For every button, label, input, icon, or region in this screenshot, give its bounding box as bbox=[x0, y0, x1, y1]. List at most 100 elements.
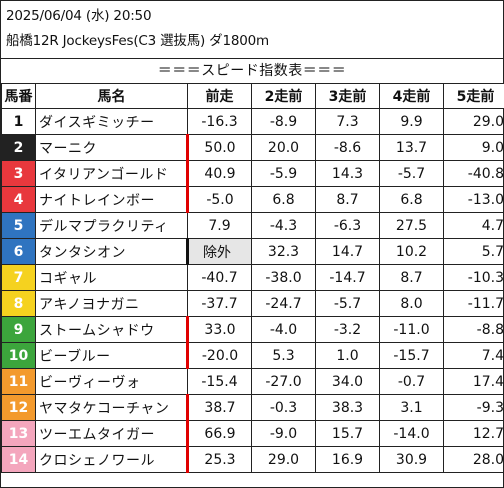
table-row: 7 コギャル -40.7 -38.0 -14.7 8.7 -10.3 bbox=[1, 264, 504, 291]
speed-index-cell: -4.0 bbox=[251, 316, 316, 343]
speed-index-cell: 9.0 bbox=[443, 134, 504, 161]
speed-index-cell: -8.6 bbox=[315, 134, 380, 161]
speed-index-cell: -3.2 bbox=[315, 316, 380, 343]
speed-index-cell: -5.7 bbox=[379, 160, 444, 187]
column-header-number: 馬番 bbox=[1, 83, 36, 109]
table-row: 1 ダイスギミッチー -16.3 -8.9 7.3 9.9 29.0 bbox=[1, 108, 504, 135]
horse-name: タンタシオン bbox=[35, 238, 189, 265]
speed-index-cell: 7.9 bbox=[187, 212, 252, 239]
speed-index-cell: -5.9 bbox=[251, 160, 316, 187]
speed-index-cell: -27.0 bbox=[251, 368, 316, 395]
speed-index-cell: -14.7 bbox=[315, 264, 380, 291]
speed-index-cell: 3.1 bbox=[379, 394, 444, 421]
column-header-last-race: 前走 bbox=[187, 83, 252, 109]
table-row: 11 ビーヴィーヴォ -15.4 -27.0 34.0 -0.7 17.4 bbox=[1, 368, 504, 395]
table-row: 3 イタリアンゴールド 40.9 -5.9 14.3 -5.7 -40.8 bbox=[1, 160, 504, 187]
speed-index-cell: 38.3 bbox=[315, 394, 380, 421]
horse-number-badge: 3 bbox=[1, 160, 36, 187]
speed-index-cell: -13.0 bbox=[443, 186, 504, 213]
speed-index-cell: -5.7 bbox=[315, 290, 380, 317]
speed-index-cell: 27.5 bbox=[379, 212, 444, 239]
speed-index-cell: 17.4 bbox=[443, 368, 504, 395]
speed-index-cell: 34.0 bbox=[315, 368, 380, 395]
speed-index-cell: 29.0 bbox=[251, 446, 316, 473]
speed-index-cell: 33.0 bbox=[187, 316, 252, 343]
speed-index-cell: -16.3 bbox=[187, 108, 252, 135]
speed-index-cell: 25.3 bbox=[187, 446, 252, 473]
table-row: 4 ナイトレインボー -5.0 6.8 8.7 6.8 -13.0 bbox=[1, 186, 504, 213]
table-row: 5 デルマプラクリティ 7.9 -4.3 -6.3 27.5 4.7 bbox=[1, 212, 504, 239]
speed-index-cell: -40.7 bbox=[187, 264, 252, 291]
race-name: 船橋12R JockeysFes(C3 選抜馬) ダ1800m bbox=[6, 33, 269, 49]
horse-name: ビーブルー bbox=[35, 342, 189, 369]
speed-index-cell: -4.3 bbox=[251, 212, 316, 239]
speed-index-cell: 6.8 bbox=[379, 186, 444, 213]
speed-index-cell: 38.7 bbox=[187, 394, 252, 421]
speed-index-cell: -0.3 bbox=[251, 394, 316, 421]
horse-number-badge: 13 bbox=[1, 420, 36, 447]
speed-index-cell: -8.8 bbox=[443, 316, 504, 343]
speed-index-cell: -15.7 bbox=[379, 342, 444, 369]
speed-index-cell: 40.9 bbox=[187, 160, 252, 187]
column-header-4-races-ago: 4走前 bbox=[379, 83, 444, 109]
speed-index-cell: 除外 bbox=[187, 238, 252, 265]
table-row: 2 マーニク 50.0 20.0 -8.6 13.7 9.0 bbox=[1, 134, 504, 161]
table-row: 10 ビーブルー -20.0 5.3 1.0 -15.7 7.4 bbox=[1, 342, 504, 369]
horse-name: ストームシャドウ bbox=[35, 316, 189, 343]
horse-name: ヤマタケコーチャン bbox=[35, 394, 189, 421]
horse-number-badge: 11 bbox=[1, 368, 36, 395]
table-row: 12 ヤマタケコーチャン 38.7 -0.3 38.3 3.1 -9.3 bbox=[1, 394, 504, 421]
speed-index-cell: 14.3 bbox=[315, 160, 380, 187]
speed-index-cell: 30.9 bbox=[379, 446, 444, 473]
speed-index-cell: -11.0 bbox=[379, 316, 444, 343]
speed-index-cell: 5.3 bbox=[251, 342, 316, 369]
table-title: ＝＝＝スピード指数表＝＝＝ bbox=[1, 58, 503, 83]
race-datetime: 2025/06/04 (水) 20:50 bbox=[6, 8, 152, 24]
table-row: 9 ストームシャドウ 33.0 -4.0 -3.2 -11.0 -8.8 bbox=[1, 316, 504, 343]
horse-name: ツーエムタイガー bbox=[35, 420, 189, 447]
horse-number-badge: 2 bbox=[1, 134, 36, 161]
horse-name: コギャル bbox=[35, 264, 188, 291]
horse-number-badge: 8 bbox=[1, 290, 36, 317]
speed-index-cell: 6.8 bbox=[251, 186, 316, 213]
column-header-horse-name: 馬名 bbox=[35, 83, 188, 109]
speed-index-cell: 8.0 bbox=[379, 290, 444, 317]
speed-index-cell: 66.9 bbox=[187, 420, 252, 447]
column-header-3-races-ago: 3走前 bbox=[315, 83, 380, 109]
speed-index-cell: -37.7 bbox=[187, 290, 252, 317]
horse-number-badge: 4 bbox=[1, 186, 36, 213]
horse-number-badge: 14 bbox=[1, 446, 36, 473]
speed-index-cell: 14.7 bbox=[315, 238, 380, 265]
speed-index-cell: 10.2 bbox=[379, 238, 444, 265]
horse-name: ダイスギミッチー bbox=[35, 108, 188, 135]
horse-number-badge: 1 bbox=[1, 108, 36, 135]
speed-index-cell: 29.0 bbox=[443, 108, 504, 135]
horse-number-badge: 10 bbox=[1, 342, 36, 369]
speed-index-cell: -5.0 bbox=[187, 186, 252, 213]
speed-index-cell: -38.0 bbox=[251, 264, 316, 291]
table-row: 14 クロシェノワール 25.3 29.0 16.9 30.9 28.0 bbox=[1, 446, 504, 473]
speed-index-cell: 4.7 bbox=[443, 212, 504, 239]
speed-index-cell: 8.7 bbox=[315, 186, 380, 213]
table-row: 13 ツーエムタイガー 66.9 -9.0 15.7 -14.0 12.7 bbox=[1, 420, 504, 447]
speed-index-cell: 15.7 bbox=[315, 420, 380, 447]
horse-number-badge: 9 bbox=[1, 316, 36, 343]
speed-index-cell: 7.3 bbox=[315, 108, 380, 135]
horse-name: アキノヨナガニ bbox=[35, 290, 188, 317]
table-row: 8 アキノヨナガニ -37.7 -24.7 -5.7 8.0 -11.7 bbox=[1, 290, 504, 317]
horse-name: ナイトレインボー bbox=[35, 186, 189, 213]
horse-number-badge: 5 bbox=[1, 212, 36, 239]
horse-name: マーニク bbox=[35, 134, 189, 161]
speed-index-cell: -24.7 bbox=[251, 290, 316, 317]
horse-number-badge: 7 bbox=[1, 264, 36, 291]
speed-index-cell: 9.9 bbox=[379, 108, 444, 135]
speed-index-cell: 50.0 bbox=[187, 134, 252, 161]
speed-index-table: 馬番 馬名 前走 2走前 3走前 4走前 5走前 1 ダイスギミッチー -16.3-… bbox=[1, 83, 504, 473]
column-header-2-races-ago: 2走前 bbox=[251, 83, 316, 109]
column-header-5-races-ago: 5走前 bbox=[443, 83, 504, 109]
speed-index-cell: -10.3 bbox=[443, 264, 504, 291]
speed-index-cell: -8.9 bbox=[251, 108, 316, 135]
speed-index-cell: 13.7 bbox=[379, 134, 444, 161]
speed-index-cell: 16.9 bbox=[315, 446, 380, 473]
